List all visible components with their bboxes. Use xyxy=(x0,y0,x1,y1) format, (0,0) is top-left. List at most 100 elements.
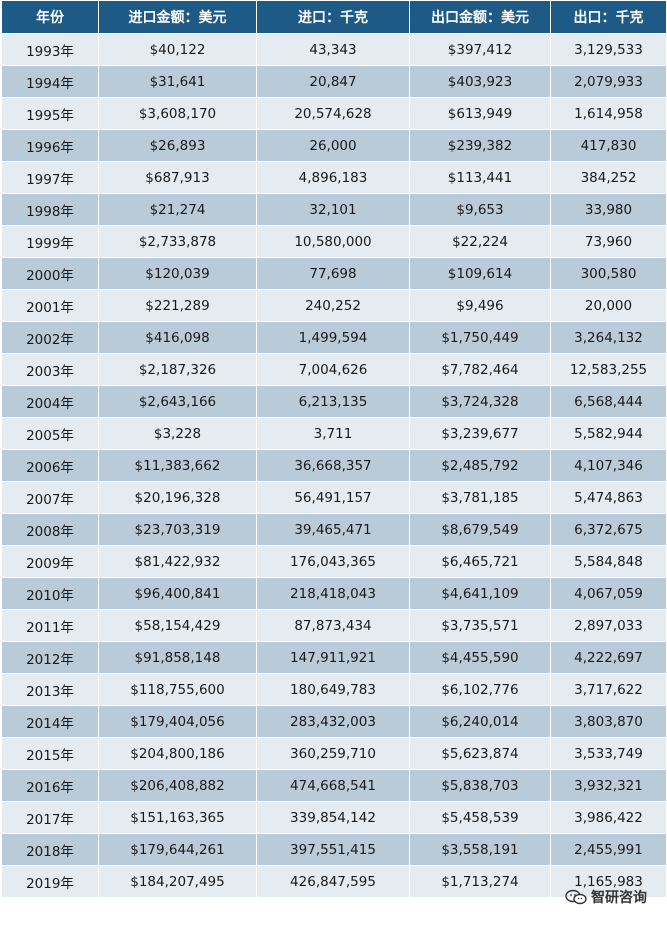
cell-import-value: $26,893 xyxy=(98,129,257,162)
cell-export-value: $403,923 xyxy=(409,65,551,98)
cell-export-value: $6,465,721 xyxy=(409,545,551,578)
cell-export-weight: 300,580 xyxy=(550,257,667,290)
cell-import-value: $118,755,600 xyxy=(98,673,257,706)
table-row: 2010年 $96,400,841 218,418,043 $4,641,109 4,0… xyxy=(1,577,667,610)
cell-import-weight: 7,004,626 xyxy=(256,353,410,386)
table-row: 2008年 $23,703,319 39,465,471 $8,679,549 6,37… xyxy=(1,513,667,546)
cell-year: 2001年 xyxy=(1,289,99,322)
table-row: 2007年 $20,196,328 56,491,157 $3,781,185 5,47… xyxy=(1,481,667,514)
header-import-value: 进口金额：美元 xyxy=(98,0,257,34)
cell-import-weight: 283,432,003 xyxy=(256,705,410,738)
cell-export-weight: 1,165,983 xyxy=(550,865,667,898)
cell-import-weight: 10,580,000 xyxy=(256,225,410,258)
cell-year: 1999年 xyxy=(1,225,99,258)
table-row: 2017年 $151,163,365 339,854,142 $5,458,539 3,… xyxy=(1,801,667,834)
cell-import-value: $179,644,261 xyxy=(98,833,257,866)
table-row: 1999年 $2,733,878 10,580,000 $22,224 73,960 xyxy=(1,225,667,258)
cell-import-weight: 147,911,921 xyxy=(256,641,410,674)
cell-import-value: $204,800,186 xyxy=(98,737,257,770)
cell-import-value: $221,289 xyxy=(98,289,257,322)
cell-export-value: $22,224 xyxy=(409,225,551,258)
cell-import-value: $31,641 xyxy=(98,65,257,98)
cell-export-weight: 6,568,444 xyxy=(550,385,667,418)
cell-export-value: $3,781,185 xyxy=(409,481,551,514)
cell-import-weight: 39,465,471 xyxy=(256,513,410,546)
header-export-weight: 出口：千克 xyxy=(550,0,667,34)
cell-year: 2010年 xyxy=(1,577,99,610)
table-row: 2015年 $204,800,186 360,259,710 $5,623,874 3,… xyxy=(1,737,667,770)
cell-year: 2015年 xyxy=(1,737,99,770)
cell-year: 2007年 xyxy=(1,481,99,514)
table-row: 2001年 $221,289 240,252 $9,496 20,000 xyxy=(1,289,667,322)
cell-export-weight: 6,372,675 xyxy=(550,513,667,546)
cell-year: 2018年 xyxy=(1,833,99,866)
table-row: 2019年 $184,207,495 426,847,595 $1,713,274 1,… xyxy=(1,865,667,898)
cell-year: 2000年 xyxy=(1,257,99,290)
cell-export-value: $1,713,274 xyxy=(409,865,551,898)
cell-import-value: $91,858,148 xyxy=(98,641,257,674)
table-row: 2012年 $91,858,148 147,911,921 $4,455,590 4,2… xyxy=(1,641,667,674)
table-row: 2014年 $179,404,056 283,432,003 $6,240,014 3,… xyxy=(1,705,667,738)
cell-export-value: $5,458,539 xyxy=(409,801,551,834)
cell-import-weight: 339,854,142 xyxy=(256,801,410,834)
cell-year: 2019年 xyxy=(1,865,99,898)
cell-import-value: $184,207,495 xyxy=(98,865,257,898)
cell-export-weight: 1,614,958 xyxy=(550,97,667,130)
cell-export-weight: 5,582,944 xyxy=(550,417,667,450)
table-row: 2011年 $58,154,429 87,873,434 $3,735,571 2,89… xyxy=(1,609,667,642)
wechat-icon xyxy=(565,889,587,905)
cell-year: 2017年 xyxy=(1,801,99,834)
cell-import-weight: 20,847 xyxy=(256,65,410,98)
cell-import-value: $58,154,429 xyxy=(98,609,257,642)
cell-import-value: $3,608,170 xyxy=(98,97,257,130)
cell-year: 2002年 xyxy=(1,321,99,354)
cell-export-weight: 384,252 xyxy=(550,161,667,194)
cell-import-value: $11,383,662 xyxy=(98,449,257,482)
cell-import-value: $3,228 xyxy=(98,417,257,450)
cell-export-value: $8,679,549 xyxy=(409,513,551,546)
cell-import-value: $416,098 xyxy=(98,321,257,354)
cell-export-value: $3,724,328 xyxy=(409,385,551,418)
cell-year: 2013年 xyxy=(1,673,99,706)
cell-import-weight: 36,668,357 xyxy=(256,449,410,482)
cell-import-weight: 32,101 xyxy=(256,193,410,226)
table-row: 2005年 $3,228 3,711 $3,239,677 5,582,944 xyxy=(1,417,667,450)
cell-import-weight: 26,000 xyxy=(256,129,410,162)
cell-import-weight: 176,043,365 xyxy=(256,545,410,578)
cell-export-weight: 3,986,422 xyxy=(550,801,667,834)
cell-import-value: $687,913 xyxy=(98,161,257,194)
table-row: 2002年 $416,098 1,499,594 $1,750,449 3,264,13… xyxy=(1,321,667,354)
cell-export-weight: 2,079,933 xyxy=(550,65,667,98)
cell-import-value: $81,422,932 xyxy=(98,545,257,578)
cell-year: 1998年 xyxy=(1,193,99,226)
table-row: 2018年 $179,644,261 397,551,415 $3,558,191 2,… xyxy=(1,833,667,866)
cell-export-value: $5,838,703 xyxy=(409,769,551,802)
watermark: 智研咨询 xyxy=(565,887,647,907)
cell-export-weight: 5,584,848 xyxy=(550,545,667,578)
cell-import-weight: 360,259,710 xyxy=(256,737,410,770)
cell-import-weight: 20,574,628 xyxy=(256,97,410,130)
data-table: 年份 进口金额：美元 进口：千克 出口金额：美元 出口：千克 1993年 $40,… xyxy=(1,0,667,898)
cell-export-value: $4,641,109 xyxy=(409,577,551,610)
cell-import-weight: 3,711 xyxy=(256,417,410,450)
table-row: 1997年 $687,913 4,896,183 $113,441 384,252 xyxy=(1,161,667,194)
cell-import-weight: 180,649,783 xyxy=(256,673,410,706)
cell-import-weight: 43,343 xyxy=(256,33,410,66)
cell-export-value: $1,750,449 xyxy=(409,321,551,354)
header-row: 年份 进口金额：美元 进口：千克 出口金额：美元 出口：千克 xyxy=(1,0,667,34)
cell-year: 2009年 xyxy=(1,545,99,578)
cell-export-weight: 3,717,622 xyxy=(550,673,667,706)
cell-year: 2014年 xyxy=(1,705,99,738)
cell-year: 2008年 xyxy=(1,513,99,546)
cell-export-value: $6,240,014 xyxy=(409,705,551,738)
cell-year: 1995年 xyxy=(1,97,99,130)
cell-import-value: $2,187,326 xyxy=(98,353,257,386)
cell-export-value: $613,949 xyxy=(409,97,551,130)
cell-import-value: $40,122 xyxy=(98,33,257,66)
cell-export-weight: 417,830 xyxy=(550,129,667,162)
cell-export-value: $3,558,191 xyxy=(409,833,551,866)
cell-export-weight: 3,932,321 xyxy=(550,769,667,802)
header-import-weight: 进口：千克 xyxy=(256,0,410,34)
cell-import-value: $2,733,878 xyxy=(98,225,257,258)
cell-import-weight: 6,213,135 xyxy=(256,385,410,418)
